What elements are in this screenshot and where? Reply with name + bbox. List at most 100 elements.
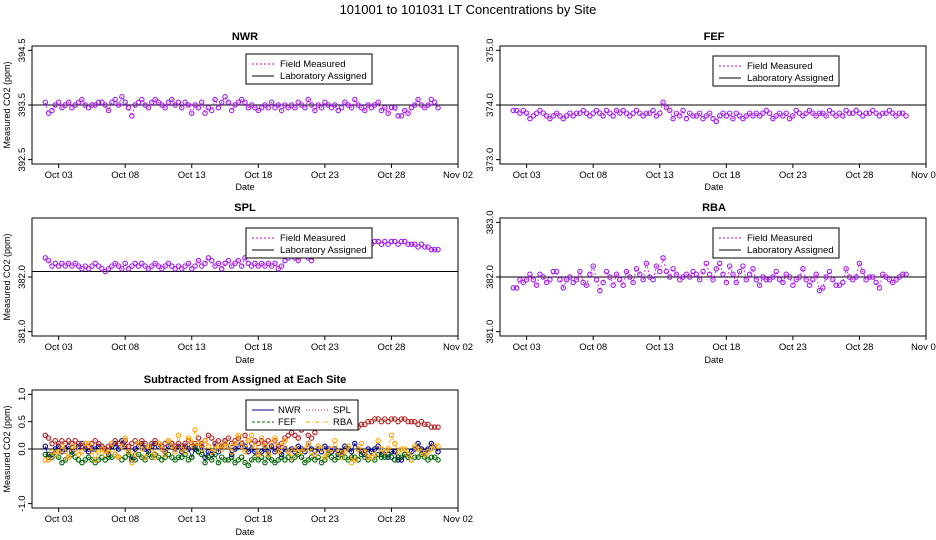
field-measured-point xyxy=(843,266,849,272)
field-measured-point xyxy=(873,279,879,286)
diff-nwr-point xyxy=(235,443,242,450)
field-measured-point xyxy=(198,263,205,269)
field-measured-point xyxy=(726,110,733,116)
field-measured-point xyxy=(840,113,846,119)
field-measured-point xyxy=(85,104,92,111)
field-measured-point xyxy=(527,271,533,278)
diff-fef-point xyxy=(401,451,408,458)
field-measured-point xyxy=(358,104,365,111)
field-measured-point xyxy=(520,279,527,286)
diff-rba-point xyxy=(348,459,355,466)
field-measured-point xyxy=(889,279,896,286)
diff-nwr-point xyxy=(232,446,238,452)
field-measured-point xyxy=(382,238,388,245)
panel-diff-plot: Oct 03 Oct 08 Oct 13 Oct 18 Oct 23 Oct 28 Nov … xyxy=(17,388,473,525)
diff-rba-point xyxy=(139,446,145,452)
field-measured-point xyxy=(119,94,125,100)
legend-nwr-label: NWR xyxy=(278,405,301,416)
field-measured-point xyxy=(693,113,700,119)
diff-rba-point xyxy=(62,448,69,455)
diff-fef-point xyxy=(99,454,105,460)
diff-rba-point xyxy=(228,448,235,455)
x-tick-label: Oct 13 xyxy=(178,342,206,353)
diff-spl-point xyxy=(405,418,411,425)
diff-fef-point xyxy=(248,457,255,463)
diff-fef-point xyxy=(169,454,175,460)
field-measured-point xyxy=(713,266,720,272)
field-measured-point xyxy=(82,102,89,108)
diff-fef-point xyxy=(205,454,212,460)
panel-fef-legend: Field Measured Laboratory Assigned xyxy=(712,55,840,87)
field-measured-point xyxy=(889,110,896,116)
x-tick-label: Oct 18 xyxy=(244,514,272,525)
diff-nwr-point xyxy=(265,448,272,455)
diff-rba-point xyxy=(215,443,222,450)
field-measured-point xyxy=(786,115,793,122)
field-measured-point xyxy=(115,263,122,269)
field-measured-point xyxy=(690,268,696,275)
diff-spl-point xyxy=(425,421,431,428)
field-measured-point xyxy=(570,279,576,286)
field-measured-point xyxy=(401,107,408,114)
diff-spl-point xyxy=(372,416,378,422)
diff-fef-point xyxy=(372,457,378,463)
diff-nwr-point xyxy=(145,448,152,455)
field-measured-point xyxy=(796,274,803,280)
diff-fef-point xyxy=(335,454,341,460)
diff-rba-point xyxy=(325,448,331,455)
diff-rba-point xyxy=(245,438,252,444)
legend-assigned-label: Laboratory Assigned xyxy=(747,73,834,84)
field-measured-point xyxy=(610,113,616,119)
diff-rba-point xyxy=(255,451,262,458)
field-measured-point xyxy=(55,263,62,269)
field-measured-point xyxy=(826,268,833,275)
diff-nwr-point xyxy=(272,448,278,455)
legend-field-label: Field Measured xyxy=(747,61,812,72)
field-measured-point xyxy=(537,107,543,114)
field-measured-point xyxy=(863,110,869,116)
diff-nwr-point xyxy=(435,448,441,455)
diff-fef-point xyxy=(95,457,102,463)
field-measured-point xyxy=(783,110,789,116)
x-tick-label: Oct 03 xyxy=(45,170,73,181)
diff-rba-point xyxy=(322,454,328,460)
panel-diff-legend: NWR FEF SPL RBA xyxy=(245,399,359,431)
diff-fef-point xyxy=(235,457,242,463)
legend-assigned-label: Laboratory Assigned xyxy=(280,71,367,82)
field-measured-point xyxy=(613,271,620,278)
field-measured-point xyxy=(172,266,178,272)
field-measured-point xyxy=(896,110,903,116)
field-measured-point xyxy=(149,263,155,269)
field-measured-point xyxy=(603,107,610,114)
field-measured-point xyxy=(255,263,262,269)
diff-spl-point xyxy=(292,432,298,439)
diff-rba-point xyxy=(65,454,72,460)
diff-nwr-point xyxy=(262,446,268,452)
field-measured-point xyxy=(139,260,145,267)
diff-rba-point xyxy=(142,454,148,460)
field-measured-point xyxy=(517,110,523,116)
field-measured-point xyxy=(816,287,823,294)
field-measured-point xyxy=(82,263,89,269)
field-measured-point xyxy=(513,285,520,291)
x-tick-label: Oct 28 xyxy=(845,170,873,181)
diff-spl-point xyxy=(228,440,235,447)
field-measured-point xyxy=(610,282,616,288)
diff-nwr-point xyxy=(295,443,301,450)
field-measured-point xyxy=(332,102,338,108)
field-measured-point xyxy=(342,99,348,106)
field-measured-point xyxy=(713,118,720,125)
diff-spl-point xyxy=(95,440,102,447)
diff-rba-point xyxy=(185,435,192,441)
diff-rba-point xyxy=(302,446,308,452)
diff-rba-point xyxy=(129,459,135,466)
panel-nwr-plot: Oct 03 Oct 08 Oct 13 Oct 18 Oct 23 Oct 28 Nov … xyxy=(17,38,473,181)
field-measured-point xyxy=(866,274,873,280)
diff-rba-point xyxy=(248,432,255,439)
diff-nwr-point xyxy=(179,448,185,455)
field-measured-point xyxy=(723,113,730,119)
field-measured-point xyxy=(670,266,676,272)
diff-fef-point xyxy=(305,457,311,463)
diff-spl-point xyxy=(205,432,212,439)
field-measured-point xyxy=(783,271,789,278)
